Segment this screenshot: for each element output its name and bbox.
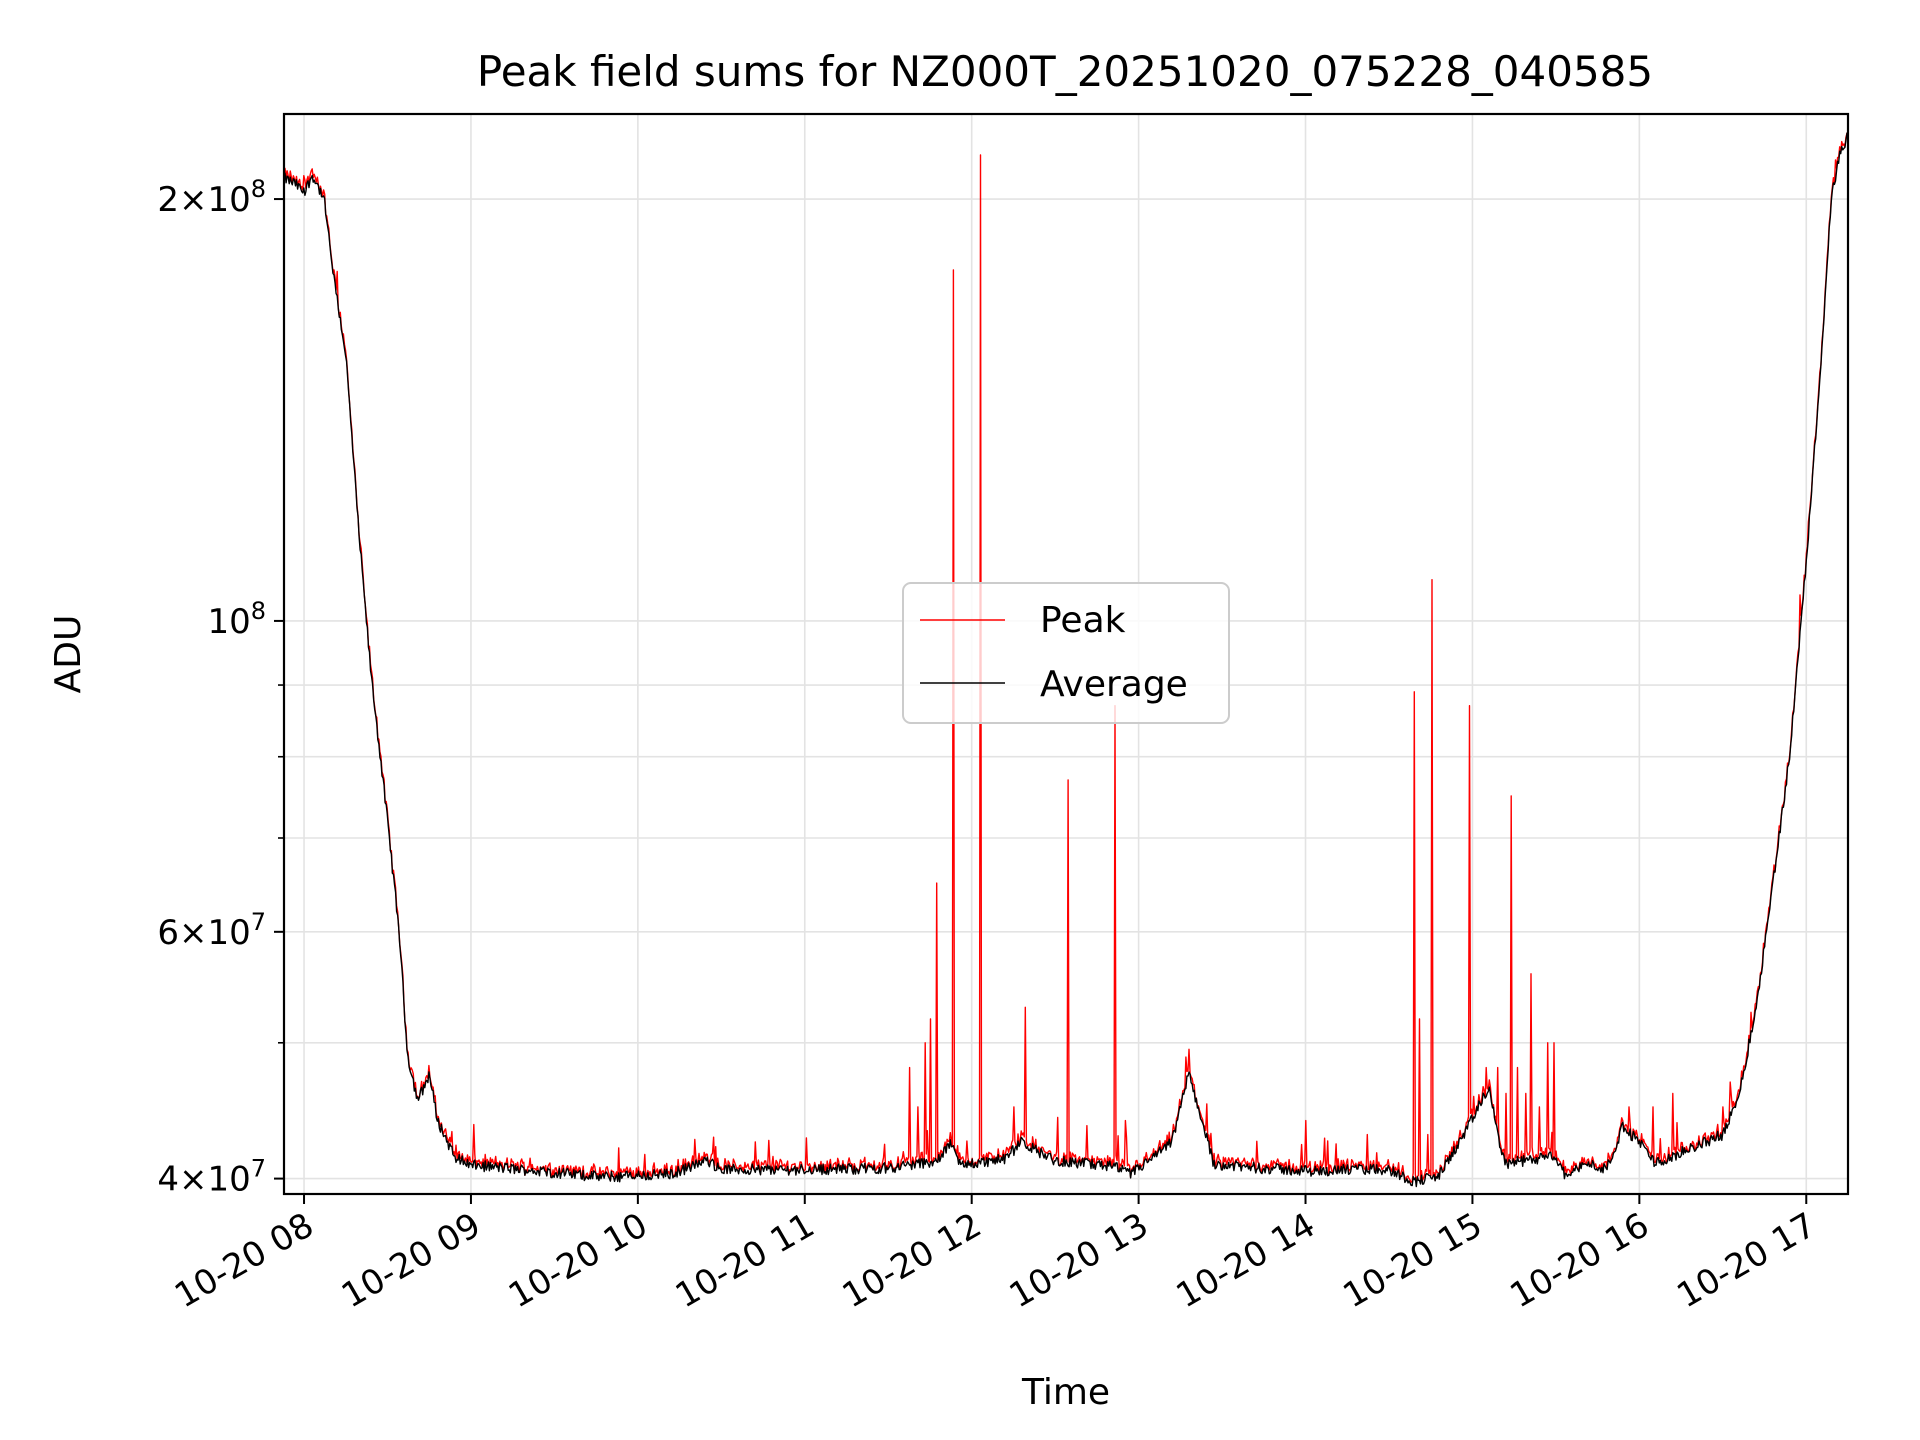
plot-frame bbox=[282, 112, 1850, 1196]
legend: Peak Average bbox=[902, 582, 1230, 724]
y-tick-label: 4×107 bbox=[157, 1155, 266, 1200]
y-tick-label: 2×108 bbox=[157, 175, 266, 220]
y-axis: 4×107 6×107 108 2×108 bbox=[157, 175, 284, 1200]
chart-title: Peak field sums for NZ000T_20251020_0752… bbox=[477, 47, 1653, 96]
y-axis-label: ADU bbox=[48, 615, 89, 694]
legend-peak-label: Peak bbox=[1040, 600, 1126, 641]
average-series-line bbox=[283, 132, 1849, 1188]
y-tick-label: 108 bbox=[207, 597, 266, 642]
series-layer bbox=[283, 131, 1849, 1188]
legend-box bbox=[902, 582, 1230, 724]
gridlines bbox=[284, 114, 1848, 1194]
y-tick-label: 6×107 bbox=[157, 908, 266, 953]
x-axis-label: Time bbox=[1021, 1372, 1110, 1413]
legend-average-label: Average bbox=[1040, 664, 1188, 705]
